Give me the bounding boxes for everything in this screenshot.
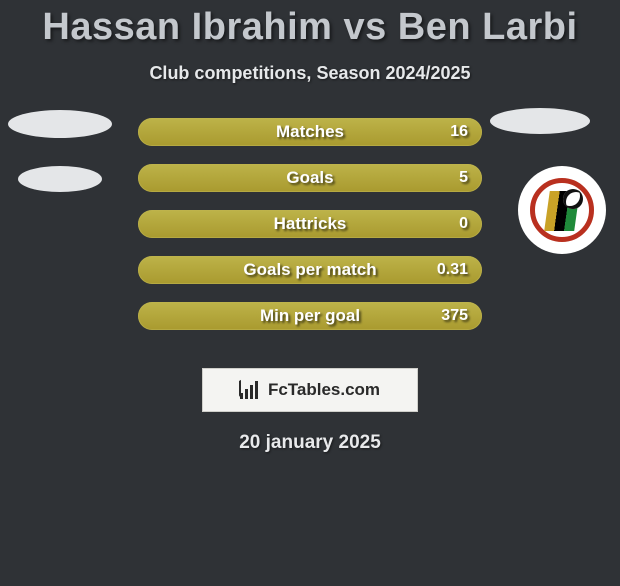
comparison-content: Matches 16 Goals 5 Hattricks 0 Goals per match… [0,118,620,358]
brand-watermark: FcTables.com [202,368,418,412]
stat-value-right: 5 [459,169,468,187]
club-crest [518,166,606,254]
stat-value-right: 16 [450,123,468,141]
stat-row: Goals per match 0.31 [138,256,482,284]
stat-row: Goals 5 [138,164,482,192]
placeholder-badge-icon [490,108,590,134]
stat-value-right: 0.31 [437,261,468,279]
placeholder-badge-icon [8,110,112,138]
left-player-badges [8,110,112,220]
snapshot-date: 20 january 2025 [0,432,620,454]
stat-label: Min per goal [260,306,360,326]
stat-row: Matches 16 [138,118,482,146]
stat-value-right: 0 [459,215,468,233]
right-player-badges [490,108,590,134]
stat-value-right: 375 [441,307,468,325]
club-crest-icon [530,178,594,242]
stat-row: Min per goal 375 [138,302,482,330]
comparison-subtitle: Club competitions, Season 2024/2025 [0,63,620,84]
stat-label: Matches [276,122,344,142]
placeholder-badge-icon [18,166,102,192]
stat-bars: Matches 16 Goals 5 Hattricks 0 Goals per match… [138,118,482,348]
stat-label: Goals per match [243,260,376,280]
bar-chart-icon [240,381,262,399]
brand-text: FcTables.com [268,380,380,400]
stat-label: Goals [286,168,333,188]
stat-label: Hattricks [274,214,347,234]
stat-row: Hattricks 0 [138,210,482,238]
comparison-title: Hassan Ibrahim vs Ben Larbi [0,6,620,49]
